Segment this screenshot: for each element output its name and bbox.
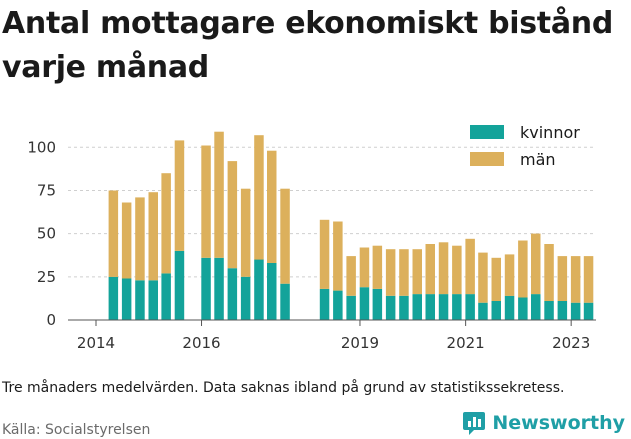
bar-man (583, 256, 594, 303)
bar-man (121, 202, 132, 279)
bar-man (359, 247, 370, 288)
bar-kvinnor (557, 301, 568, 320)
bar-man (201, 145, 211, 258)
bar-kvinnor (544, 301, 554, 320)
bar-kvinnor (333, 290, 343, 320)
bar-kvinnor (425, 294, 435, 320)
chart-note: Tre månaders medelvärden. Data saknas ib… (2, 380, 565, 396)
bar-man (161, 173, 171, 274)
bar-man (518, 240, 528, 298)
bar-kvinnor (174, 250, 185, 320)
bar-man (346, 256, 356, 296)
bar-man (148, 192, 158, 281)
bar-kvinnor (452, 294, 462, 320)
bar-kvinnor (385, 295, 396, 320)
bar-chart-logo-icon (463, 412, 486, 435)
x-tick-label: 2016 (182, 334, 220, 352)
bar-man (491, 257, 501, 301)
bar-kvinnor (583, 302, 594, 320)
bar-kvinnor (148, 280, 158, 320)
bar-man (214, 131, 224, 258)
bar-kvinnor (346, 295, 356, 320)
y-tick-label: 50 (37, 225, 56, 243)
legend-label-kvinnor: kvinnor (520, 123, 580, 142)
bar-kvinnor (518, 297, 528, 320)
bar-man (557, 256, 568, 301)
bar-kvinnor (108, 276, 119, 320)
y-tick-label: 25 (37, 268, 56, 286)
bar-kvinnor (227, 268, 238, 320)
bar-man (240, 188, 251, 277)
brand-name: Newsworthy (492, 412, 625, 434)
bar-kvinnor (478, 302, 488, 320)
bar-kvinnor (504, 295, 515, 320)
y-tick-label: 0 (46, 311, 56, 329)
bar-man (465, 238, 475, 295)
bar-kvinnor (570, 302, 581, 320)
bar-kvinnor (214, 257, 224, 320)
bar-kvinnor (412, 294, 422, 320)
y-tick-label: 100 (27, 138, 56, 156)
bar-man (531, 233, 541, 295)
bar-kvinnor (531, 294, 541, 320)
legend: kvinnor män (470, 123, 580, 169)
bar-kvinnor (372, 288, 383, 320)
legend-label-man: män (520, 150, 556, 169)
bar-man (319, 219, 330, 289)
bar-man (385, 249, 396, 296)
bar-kvinnor (319, 288, 330, 320)
bar-kvinnor (161, 273, 171, 320)
bar-man (135, 197, 145, 281)
bar-man (452, 245, 462, 295)
bar-kvinnor (359, 287, 370, 320)
bar-kvinnor (201, 257, 211, 320)
bar-man (372, 245, 383, 289)
bar-man (399, 249, 409, 296)
chart-title: Antal mottagare ekonomiskt bistånd varje… (2, 6, 614, 85)
bar-kvinnor (254, 259, 264, 320)
x-tick-label: 2021 (447, 334, 485, 352)
bar-kvinnor (491, 301, 501, 320)
bar-man (425, 244, 435, 295)
source-text: Källa: Socialstyrelsen (2, 422, 151, 438)
bar-man (412, 249, 422, 295)
bar-kvinnor (267, 263, 277, 320)
bar-kvinnor (135, 280, 145, 320)
bar-man (438, 242, 449, 295)
newsworthy-logo[interactable]: Newsworthy (462, 410, 625, 436)
bar-kvinnor (465, 294, 475, 320)
x-tick-label: 2019 (341, 334, 379, 352)
bar-kvinnor (438, 294, 449, 320)
legend-swatch-kvinnor (470, 125, 504, 139)
bar-man (570, 256, 581, 303)
bar-man (504, 254, 515, 296)
bar-kvinnor (121, 278, 132, 320)
legend-swatch-man (470, 152, 504, 166)
bar-kvinnor (399, 295, 409, 320)
bar-kvinnor (280, 283, 290, 320)
bar-man (254, 135, 264, 260)
x-tick-label: 2014 (77, 334, 115, 352)
bar-man (174, 140, 185, 251)
bar-kvinnor (240, 276, 251, 320)
bar-man (267, 150, 277, 263)
bar-man (280, 188, 290, 284)
y-tick-label: 75 (37, 181, 56, 199)
bar-man (227, 161, 238, 269)
x-tick-label: 2023 (552, 334, 590, 352)
bar-man (108, 190, 119, 277)
bar-man (333, 221, 343, 291)
bar-man (478, 252, 488, 303)
bar-man (544, 244, 554, 301)
